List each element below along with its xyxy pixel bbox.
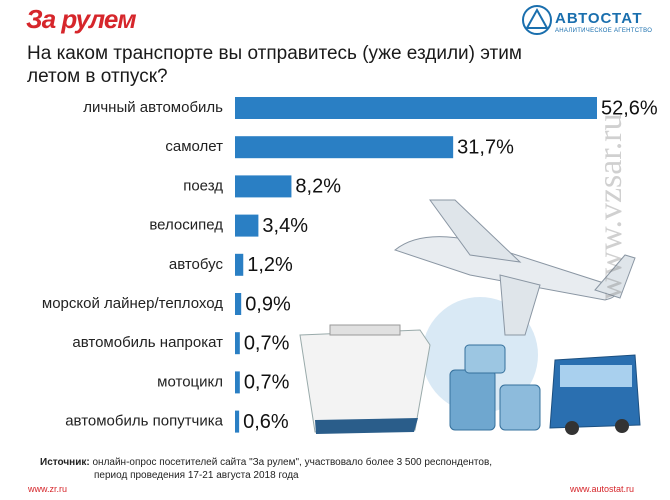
value-label: 52,6% <box>601 97 658 119</box>
footer-link: www.zr.ru <box>28 484 68 494</box>
value-label: 0,6% <box>243 411 289 433</box>
bar <box>235 332 240 355</box>
brand-subtitle: АНАЛИТИЧЕСКОЕ АГЕНТСТВО <box>555 28 653 34</box>
value-label: 0,7% <box>244 372 290 394</box>
source-line: онлайн-опрос посетителей сайта "За рулем… <box>92 457 493 468</box>
value-label: 3,4% <box>262 215 308 237</box>
bar <box>235 410 240 433</box>
category-label: поезд <box>183 177 223 194</box>
bar <box>235 97 597 119</box>
category-label: автомобиль напрокат <box>72 334 223 351</box>
watermark: www.vzsar.ru <box>592 113 629 300</box>
category-label: морской лайнер/теплоход <box>42 295 223 312</box>
chart-title: На каком транспорте вы отправитесь (уже … <box>27 43 522 87</box>
value-label: 31,7% <box>457 136 514 158</box>
value-label: 1,2% <box>247 254 293 276</box>
source-line: период проведения 17-21 августа 2018 год… <box>94 470 299 481</box>
source: Источник: онлайн-опрос посетителей сайта… <box>40 456 600 482</box>
category-label: автомобиль попутчика <box>65 413 223 430</box>
category-label: мотоцикл <box>157 373 223 390</box>
brand-icon <box>522 5 552 35</box>
category-label: самолет <box>165 138 223 155</box>
footer-link: www.autostat.ru <box>570 484 635 494</box>
value-label: 8,2% <box>295 176 341 198</box>
bar <box>235 253 244 276</box>
value-label: 0,9% <box>245 293 291 315</box>
category-label: велосипед <box>149 217 223 234</box>
logo: За рулем <box>26 4 137 34</box>
brand: АВТОСТАТ <box>555 10 643 27</box>
category-label: личный автомобиль <box>83 99 223 116</box>
illustration <box>299 199 641 435</box>
category-label: автобус <box>169 256 224 273</box>
bar <box>235 214 259 237</box>
bar <box>235 175 292 198</box>
bar <box>235 293 242 315</box>
source-label: Источник: <box>40 457 90 468</box>
value-label: 0,7% <box>244 332 290 354</box>
bar <box>235 136 454 159</box>
bar <box>235 371 240 394</box>
